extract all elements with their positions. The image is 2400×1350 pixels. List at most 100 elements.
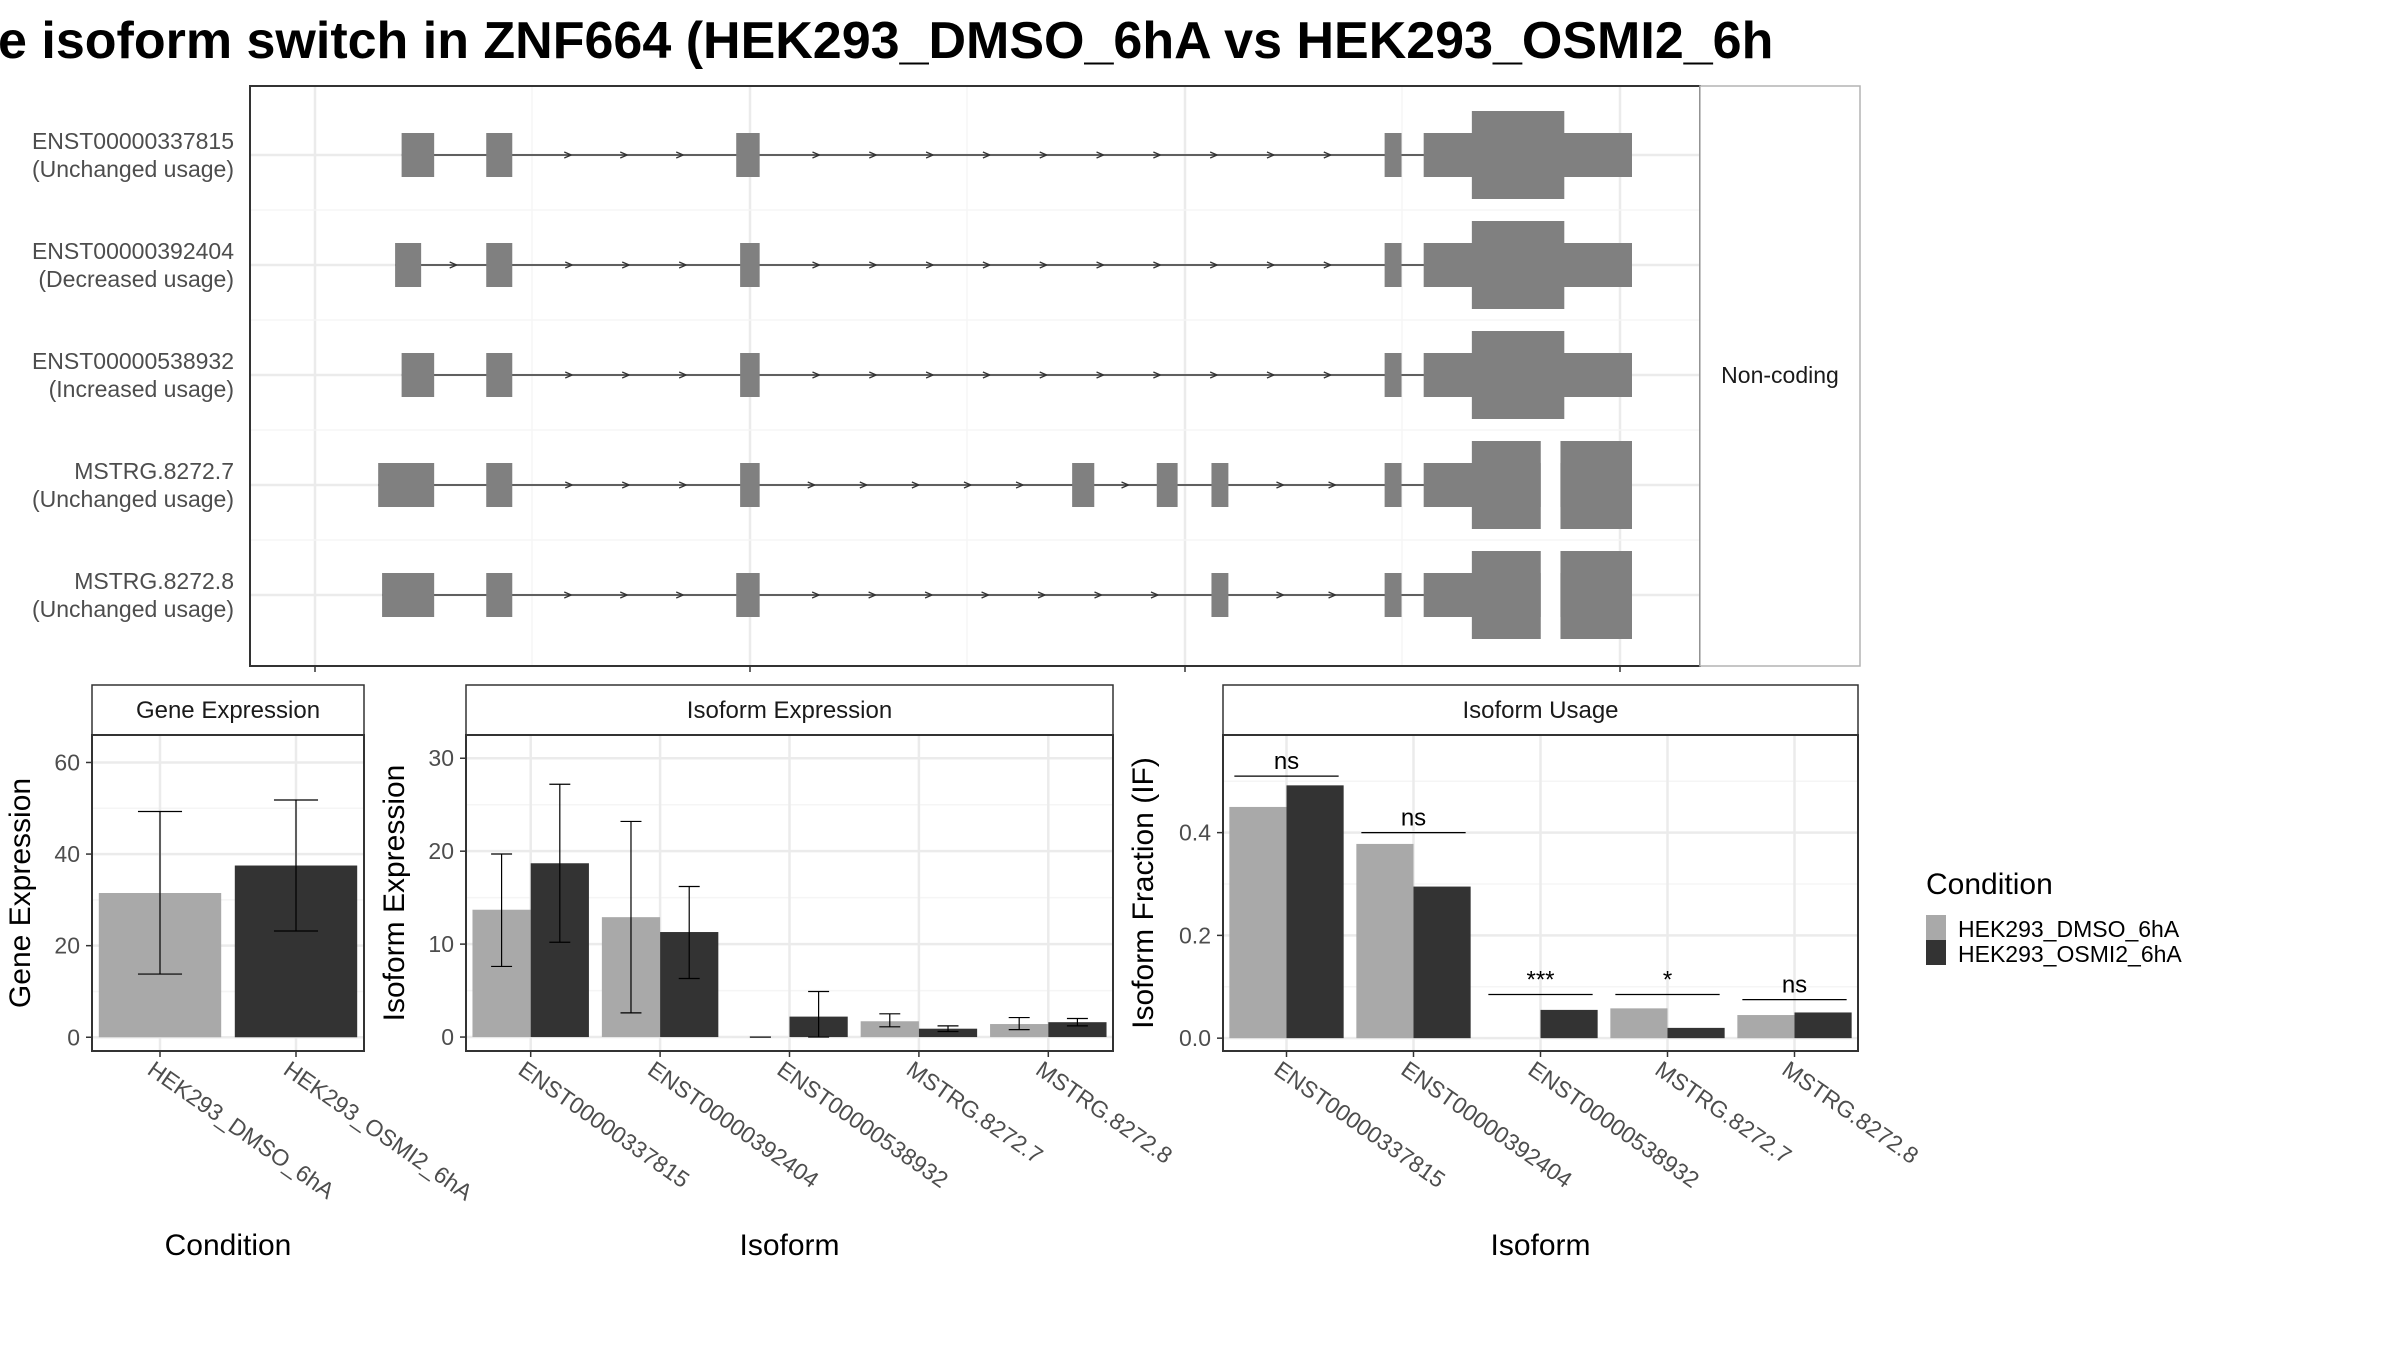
intron-arrow [869,371,878,379]
intron-arrow [621,481,631,489]
intron-arrow [678,371,688,379]
x-axis-title: Condition [165,1229,292,1262]
transcript-id-label: ENST00000538932 [32,348,234,374]
intron-arrow [564,371,574,379]
y-tick-label: 0 [67,1024,80,1050]
transcript-usage-label: (Decreased usage) [38,266,234,292]
exon-block [395,243,422,287]
y-tick-label: 20 [428,838,454,864]
intron-arrow [1121,481,1131,489]
intron-arrow [982,371,992,379]
isoform-expression-panel: Isoform Expression0102030ENST00000337815… [378,684,1177,1262]
exon-block [1072,463,1095,507]
transcript-usage-label: (Unchanged usage) [32,156,234,182]
intron-arrow [1266,261,1276,269]
exon-block [740,353,760,397]
intron-arrow [1328,481,1338,489]
intron-arrow [1276,591,1286,599]
intron-arrow [1039,261,1049,269]
y-axis-title: Isoform Expression [378,765,411,1022]
legend-swatch-dmso [1926,915,1946,940]
intron-arrow [619,591,629,599]
transcript-usage-label: (Unchanged usage) [32,596,234,622]
intron-arrow [1209,261,1219,269]
intron-arrow [859,481,869,489]
coding-block [1471,111,1565,199]
intron-arrow [925,151,935,159]
intron-arrow [1039,371,1049,379]
exon-block [1211,573,1229,617]
intron-arrow [1153,261,1163,269]
intron-arrow [678,481,688,489]
exon-block [486,463,513,507]
intron-arrow [564,151,573,159]
y-tick-label: 0.4 [1179,820,1211,846]
exon-block [401,353,435,397]
transcript-row: ENST00000337815(Unchanged usage) [32,111,1632,199]
intron-arrow [678,261,688,269]
intron-arrow [1096,261,1106,269]
intron-arrow [812,151,822,159]
legend-title: Condition [1926,868,2053,901]
bar [918,1028,978,1038]
significance-label: * [1663,966,1672,993]
y-tick-label: 0 [441,1024,454,1050]
intron-arrow [1276,481,1286,489]
bar [990,1024,1049,1038]
coding-block [1471,221,1565,309]
x-tick-label: MSTRG.8272.8 [1778,1056,1924,1169]
intron-arrow [1150,591,1160,599]
significance-label: ns [1274,748,1299,775]
exon-block [740,243,760,287]
legend-swatch-osmi2 [1926,940,1946,965]
y-tick-label: 60 [54,749,80,775]
y-axis-title: Isoform Fraction (IF) [1127,757,1160,1029]
exon-block [1384,573,1402,617]
panel-strip [465,684,1114,736]
bar [1667,1027,1725,1039]
intron-arrow [1209,371,1219,379]
y-tick-label: 30 [428,745,454,771]
panel-strip-title: Isoform Usage [1462,697,1618,724]
intron-arrow [812,261,822,269]
significance-label: ns [1401,805,1426,832]
exon-block [1384,353,1402,397]
intron-arrow [811,591,821,599]
intron-arrow [1096,151,1106,159]
transcript-row: ENST00000538932(Increased usage) [32,331,1632,419]
exon-block [1156,463,1178,507]
intron-arrow [1323,371,1333,379]
bar [1794,1012,1852,1039]
transcript-row: ENST00000392404(Decreased usage) [32,221,1632,309]
intron-arrow [621,261,631,269]
intron-arrow [982,261,992,269]
coding-block [1471,331,1565,419]
exon-block [736,133,760,177]
coding-block [1471,441,1541,529]
y-tick-label: 40 [54,841,80,867]
exon-block [382,573,435,617]
intron-arrow [807,481,817,489]
intron-arrow [869,261,878,269]
intron-arrow [1094,591,1104,599]
transcript-id-label: MSTRG.8272.7 [74,458,234,484]
intron-arrow [925,371,935,379]
structure-strip-label: Non-coding [1721,362,1839,388]
y-tick-label: 0.0 [1179,1025,1211,1051]
intron-arrow [449,261,459,269]
y-tick-label: 10 [428,931,454,957]
intron-arrow [868,591,878,599]
bar [1610,1008,1668,1039]
intron-arrow [1037,591,1047,599]
intron-arrow [1323,261,1333,269]
plot-border [91,734,365,1052]
legend-label-osmi2: HEK293_OSMI2_6hA [1958,941,2182,967]
intron-arrow [1153,371,1163,379]
intron-arrow [963,481,973,489]
coding-block [1471,551,1541,639]
intron-arrow [675,591,685,599]
legend-label-dmso: HEK293_DMSO_6hA [1958,916,2180,942]
transcript-usage-label: (Unchanged usage) [32,486,234,512]
condition-legend: Condition HEK293_DMSO_6hA HEK293_OSMI2_6… [1926,868,2182,967]
